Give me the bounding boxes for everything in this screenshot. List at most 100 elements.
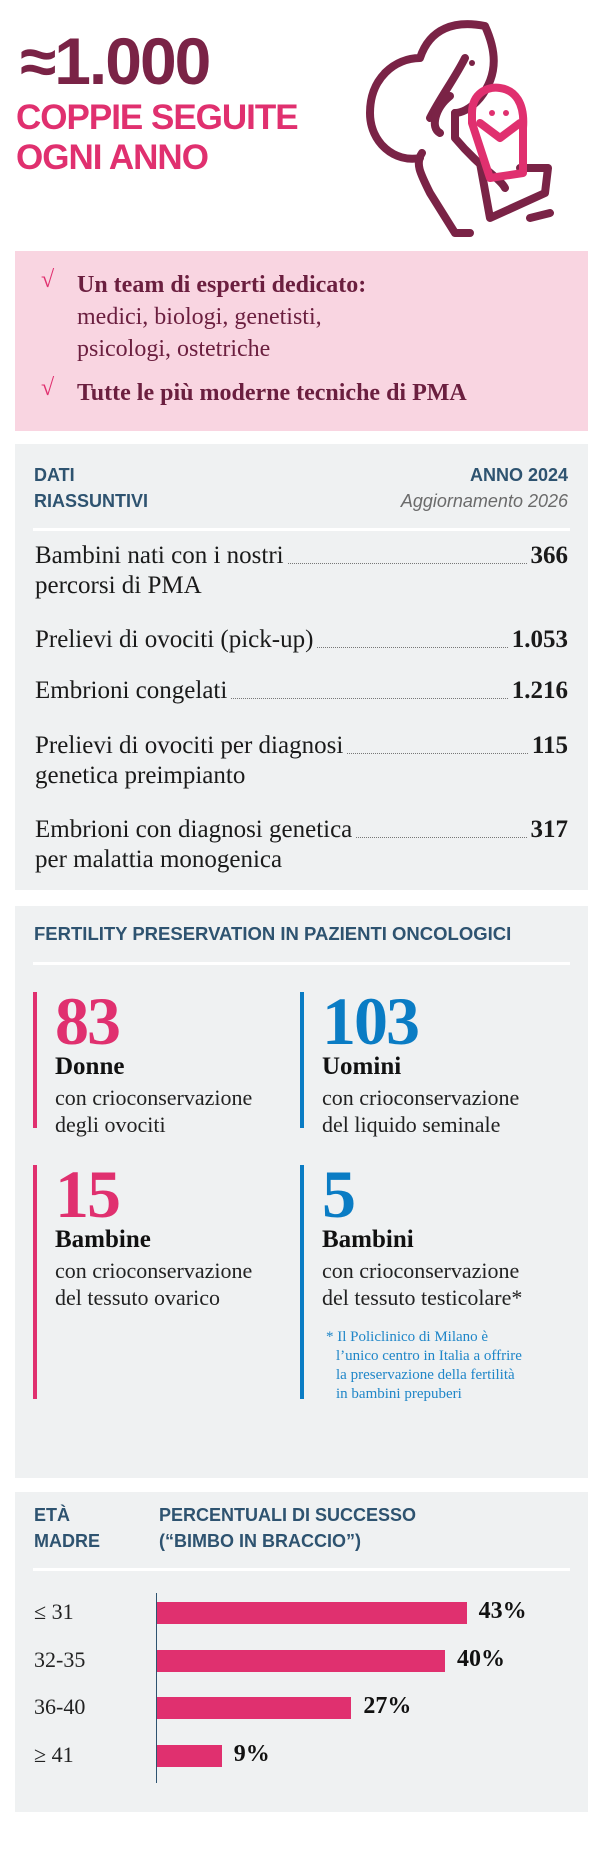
- chart-title-line: PERCENTUALI DI SUCCESSO: [159, 1505, 417, 1525]
- summary-row: Bambini nati con i nostri percorsi di PMA…: [35, 541, 568, 601]
- highlight-line: psicologi, ostetriche: [77, 336, 271, 362]
- footnote-line: la preservazione della fertilità: [336, 1367, 515, 1383]
- footnote-line: l’unico centro in Italia a offrire: [336, 1348, 522, 1364]
- summary-row: Embrioni con diagnosi genetica per malatt…: [35, 815, 568, 875]
- stat-description-line: con crioconservazione: [322, 1085, 520, 1110]
- row-label: Prelievi di ovociti (pick-up): [35, 625, 313, 655]
- age-label: ≥ 41: [34, 1741, 74, 1767]
- summary-title-line: DATI: [34, 465, 75, 485]
- mother-holding-baby-icon: [366, 20, 554, 237]
- age-header-line: ETÀ: [34, 1505, 70, 1525]
- summary-box: DATI RIASSUNTIVI ANNO 2024 Aggiornamento…: [15, 444, 588, 890]
- headline-subtitle-2: OGNI ANNO: [16, 138, 209, 177]
- bar-value-label: 40%: [457, 1645, 505, 1672]
- bar-value-label: 9%: [233, 1740, 270, 1767]
- row-label-line: Embrioni congelati: [35, 677, 228, 704]
- row-label-line: Prelievi di ovociti (pick-up): [35, 626, 314, 653]
- stat-description-line: con crioconservazione: [322, 1258, 520, 1283]
- row-value: 1.216: [511, 677, 568, 704]
- highlight-line: medici, biologi, genetisti,: [77, 304, 322, 330]
- age-label: ≤ 31: [34, 1599, 74, 1624]
- bar-2: [157, 1697, 352, 1719]
- summary-row: Embrioni congelati 1.216: [35, 676, 568, 706]
- summary-year: ANNO 2024: [469, 465, 568, 485]
- stat-group: Bambini: [322, 1226, 414, 1253]
- stat-number: 5: [322, 1156, 356, 1232]
- bar-value-label: 43%: [478, 1598, 527, 1624]
- divider: [33, 528, 570, 531]
- bar-1: [157, 1649, 445, 1672]
- row-value: 317: [530, 816, 569, 843]
- stat-description: con crioconservazione del tessuto ovarico: [55, 1257, 252, 1311]
- footnote-line: in bambini prepuberi: [336, 1386, 462, 1402]
- stat-description: con crioconservazione del liquido seminal…: [322, 1084, 519, 1138]
- dotted-leader: [356, 815, 527, 838]
- accent-bar: [300, 1165, 304, 1399]
- headline-subtitle-1: COPPIE SEGUITE: [16, 98, 299, 137]
- accent-bar: [33, 992, 37, 1128]
- accent-bar: [300, 992, 304, 1128]
- summary-title: DATI RIASSUNTIVI: [34, 462, 148, 514]
- stat-description-line: con crioconservazione: [55, 1085, 253, 1110]
- row-label: Embrioni con diagnosi genetica per malatt…: [35, 815, 352, 875]
- stat-description-line: degli ovociti: [55, 1112, 166, 1137]
- footnote: * Il Policlinico di Milano è l’unico cen…: [326, 1328, 522, 1404]
- bar-value-label: 27%: [363, 1693, 412, 1719]
- stat-number: 103: [322, 983, 420, 1059]
- divider: [33, 1568, 570, 1571]
- stat-group: Donne: [55, 1053, 125, 1080]
- stat-description: con crioconservazione degli ovociti: [55, 1084, 252, 1138]
- row-label: Prelievi di ovociti per diagnosi genetica…: [35, 731, 343, 791]
- highlight-item: Un team di esperti dedicato: medici, bio…: [77, 269, 366, 365]
- stat-group: Bambine: [55, 1226, 151, 1253]
- stat-description: con crioconservazione del tessuto testico…: [322, 1257, 522, 1311]
- row-value: 115: [531, 732, 568, 759]
- highlight-item: Tutte le più moderne tecniche di PMA: [77, 380, 467, 406]
- stat-description-line: del liquido seminale: [322, 1112, 501, 1137]
- bar-0: [157, 1602, 467, 1624]
- fertility-title: FERTILITY PRESERVATION IN PAZIENTI ONCOL…: [34, 923, 512, 944]
- stat-description-line: del tessuto ovarico: [55, 1285, 220, 1310]
- age-label: 36-40: [34, 1694, 86, 1719]
- row-label-line: Embrioni con diagnosi genetica: [35, 816, 353, 843]
- row-value: 366: [530, 542, 569, 569]
- row-label: Bambini nati con i nostri percorsi di PMA: [35, 541, 284, 601]
- divider: [33, 962, 570, 965]
- summary-title-line: RIASSUNTIVI: [34, 491, 149, 511]
- row-value: 1.053: [511, 626, 568, 653]
- stat-number: 15: [55, 1156, 121, 1232]
- highlights-box: √ Un team di esperti dedicato: medici, b…: [15, 251, 588, 431]
- chart-title-line: (“BIMBO IN BRACCIO”): [159, 1531, 361, 1551]
- summary-row: Prelievi di ovociti per diagnosi genetica…: [35, 731, 568, 791]
- summary-row: Prelievi di ovociti (pick-up) 1.053: [35, 625, 568, 655]
- row-label-line: genetica preimpianto: [35, 762, 246, 789]
- dotted-leader: [287, 541, 527, 564]
- dotted-leader: [231, 676, 508, 699]
- chart-title: PERCENTUALI DI SUCCESSO (“BIMBO IN BRACC…: [159, 1502, 416, 1554]
- chart-axis: [156, 1593, 157, 1783]
- age-header: ETÀ MADRE: [34, 1502, 100, 1554]
- row-label-line: Prelievi di ovociti per diagnosi: [35, 732, 344, 759]
- check-icon: √: [41, 267, 55, 293]
- row-label-line: per malattia monogenica: [35, 846, 283, 873]
- bar-3: [157, 1744, 222, 1767]
- success-chart-box: ETÀ MADRE PERCENTUALI DI SUCCESSO (“BIMB…: [15, 1492, 588, 1812]
- summary-update: Aggiornamento 2026: [400, 491, 568, 511]
- stat-description-line: con crioconservazione: [55, 1258, 253, 1283]
- row-label-line: percorsi di PMA: [35, 572, 202, 599]
- fertility-box: FERTILITY PRESERVATION IN PAZIENTI ONCOL…: [15, 906, 588, 1478]
- stat-number: 83: [55, 983, 121, 1059]
- age-label: 32-35: [34, 1646, 86, 1672]
- dotted-leader: [317, 625, 508, 648]
- age-header-line: MADRE: [34, 1531, 100, 1551]
- dotted-leader: [347, 731, 528, 754]
- headline-number: ≈1.000: [20, 24, 211, 98]
- summary-period: ANNO 2024 Aggiornamento 2026: [401, 462, 568, 514]
- row-label-line: Bambini nati con i nostri: [35, 542, 284, 569]
- accent-bar: [33, 1165, 37, 1399]
- row-label: Embrioni congelati: [35, 676, 227, 706]
- footnote-line: * Il Policlinico di Milano è: [326, 1329, 489, 1345]
- highlight-title: Un team di esperti dedicato:: [77, 272, 367, 298]
- check-icon: √: [41, 375, 55, 401]
